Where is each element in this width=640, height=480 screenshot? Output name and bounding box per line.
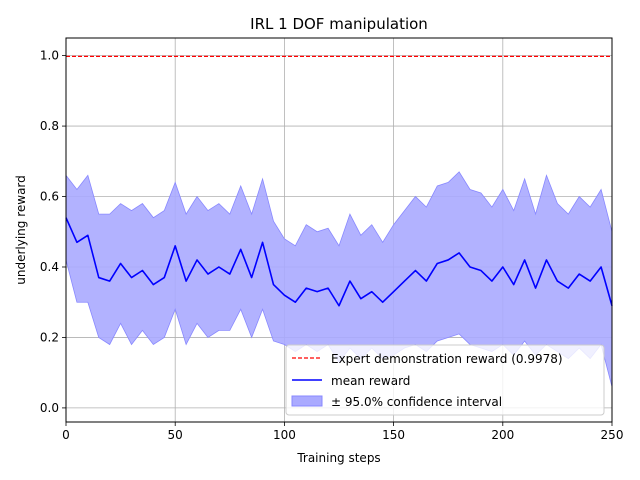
ticks: 0 50 100 150 200 250 0.0 0.2 0.4 0.6 0.8 1.0 bbox=[40, 49, 624, 442]
y-tick-label: 0.8 bbox=[40, 119, 59, 133]
x-tick-label: 200 bbox=[491, 428, 514, 442]
x-tick-label: 100 bbox=[273, 428, 296, 442]
mean-line-layer bbox=[65, 217, 613, 307]
legend-box bbox=[285, 344, 605, 416]
legend-band-swatch bbox=[291, 395, 323, 407]
y-tick-label: 1.0 bbox=[40, 49, 59, 63]
y-tick-label: 0.2 bbox=[40, 330, 59, 344]
y-tick-label: 0.0 bbox=[40, 401, 59, 415]
y-tick-label: 0.6 bbox=[40, 190, 59, 204]
x-tick-label: 150 bbox=[382, 428, 405, 442]
chart-title: IRL 1 DOF manipulation bbox=[250, 15, 428, 33]
plot-frame bbox=[65, 37, 613, 423]
y-tick-label: 0.4 bbox=[40, 260, 59, 274]
x-tick-label: 0 bbox=[62, 428, 70, 442]
legend-band-label: ± 95.0% confidence interval bbox=[331, 395, 502, 409]
legend-expert-label: Expert demonstration reward (0.9978) bbox=[331, 352, 563, 366]
x-tick-label: 50 bbox=[168, 428, 183, 442]
x-axis-label: Training steps bbox=[296, 451, 380, 465]
mean-reward-line bbox=[65, 217, 613, 307]
y-axis-label: underlying reward bbox=[14, 175, 28, 285]
legend: Expert demonstration reward (0.9978) mea… bbox=[285, 344, 605, 416]
legend-mean-label: mean reward bbox=[331, 374, 410, 388]
x-tick-label: 250 bbox=[601, 428, 624, 442]
